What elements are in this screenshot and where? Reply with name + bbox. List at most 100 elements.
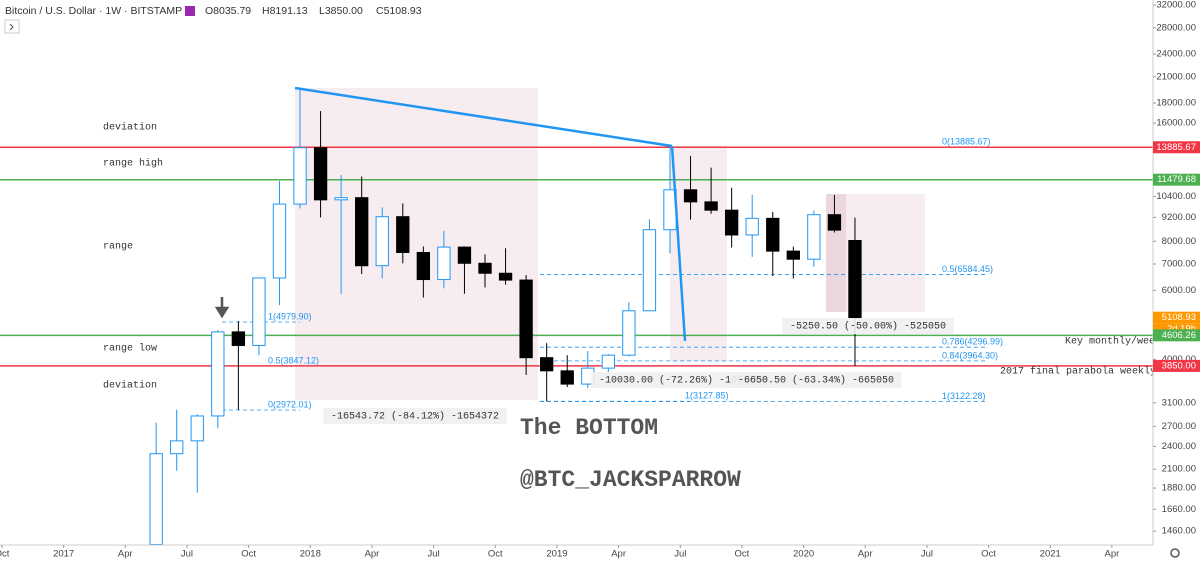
- candle-body: [807, 214, 821, 260]
- candle-body: [560, 370, 574, 385]
- drawings: [214, 86, 687, 342]
- measure-box: [323, 408, 507, 424]
- x-tick-label: Jul: [428, 549, 440, 560]
- candle-body: [293, 147, 307, 205]
- y-tick-label: 1660.00: [1162, 504, 1196, 515]
- candle-body: [498, 272, 513, 281]
- collapse-icon: [9, 23, 14, 31]
- candle-body: [416, 251, 431, 281]
- x-tick-label: Oct: [241, 549, 256, 560]
- y-tick-label: 2400.00: [1162, 441, 1196, 452]
- candle-body: [396, 216, 410, 253]
- headline: @BTC_JACKSPARROW: [520, 467, 741, 493]
- y-tick-label: 2700.00: [1162, 421, 1196, 432]
- price-label: 5108.93: [1162, 312, 1196, 323]
- x-tick-label: Jul: [921, 549, 933, 560]
- fib-label: 0(13885.67): [942, 137, 991, 147]
- candle-body: [211, 331, 225, 417]
- measure-box: [591, 372, 775, 388]
- candle-body: [190, 415, 204, 442]
- annotation: -16543.72 (-84.12%) -1654372: [331, 411, 499, 423]
- candle-body: [724, 209, 739, 236]
- x-tick-label: Oct: [0, 549, 10, 560]
- fib-label: 0(2972.01): [268, 399, 312, 409]
- trend-line: [670, 145, 687, 342]
- y-tick-label: 3100.00: [1162, 397, 1196, 408]
- annotation: range high: [103, 158, 163, 170]
- price-label: 3850.00: [1162, 360, 1196, 371]
- x-tick-label: Jul: [674, 549, 686, 560]
- y-tick-label: 28000.00: [1156, 22, 1196, 33]
- fib-label: 0.5(3847.12): [268, 355, 319, 365]
- y-tick-label: 32000.00: [1156, 0, 1196, 11]
- candle-body: [375, 216, 389, 267]
- candle-body: [478, 262, 492, 274]
- candle-body: [355, 197, 369, 267]
- indicator-icon: [185, 6, 195, 16]
- fib-label: 0.84(3964.30): [942, 350, 998, 360]
- x-tick-label: Apr: [365, 549, 380, 560]
- y-tick-label: 18000.00: [1156, 98, 1196, 109]
- y-tick-label: 7000.00: [1162, 259, 1196, 270]
- price-label: 13885.67: [1156, 142, 1196, 153]
- candle-body: [519, 279, 533, 359]
- price-label: 11479.68: [1157, 174, 1196, 185]
- countdown-bg: [1153, 323, 1200, 335]
- candle-body: [827, 214, 842, 231]
- headline: The BOTTOM: [520, 415, 658, 441]
- candle-body: [622, 310, 636, 356]
- x-tick-label: Oct: [981, 549, 996, 560]
- annotation: deviation: [103, 380, 157, 392]
- y-tick-label: 9200.00: [1162, 212, 1196, 223]
- candle-body: [457, 246, 472, 264]
- countdown: 2d 19h: [1167, 324, 1196, 335]
- candle-body: [313, 147, 328, 201]
- y-tick-label: 6000.00: [1162, 285, 1196, 296]
- trend-line: [294, 86, 673, 148]
- x-tick-label: 2020: [793, 549, 814, 560]
- candle-body: [252, 277, 266, 346]
- x-tick-label: 2018: [300, 549, 321, 560]
- settings-button[interactable]: [1170, 548, 1180, 558]
- ohlc-value: C5108.93: [376, 5, 422, 17]
- time-axis: [0, 545, 1153, 562]
- candle-body: [149, 453, 163, 545]
- candle-body: [170, 440, 184, 455]
- y-tick-label: 10400.00: [1156, 191, 1196, 202]
- y-tick-label: 16000.00: [1156, 118, 1196, 129]
- annotation: range: [103, 242, 133, 253]
- fib-label: 0.786(4296.99): [942, 337, 1003, 347]
- range-box: [295, 88, 538, 400]
- y-tick-label: 24000.00: [1156, 49, 1196, 60]
- annotation: Key monthly/weekly: [1065, 336, 1173, 348]
- annotation: -10030.00 (-72.26%) -1003000: [599, 375, 767, 387]
- price-label-bg: [1153, 359, 1200, 372]
- y-tick-label: 1880.00: [1162, 483, 1196, 494]
- arrow: [214, 297, 230, 319]
- ohlc-value: L3850.00: [319, 5, 363, 17]
- candle-body: [601, 354, 615, 369]
- x-tick-label: Oct: [735, 549, 750, 560]
- fib-label: 0.5(6584.45): [942, 264, 993, 274]
- x-tick-label: Apr: [611, 549, 626, 560]
- measure-box: [782, 318, 954, 334]
- annotation: range low: [103, 343, 157, 355]
- candle-body: [437, 246, 451, 281]
- annotation: deviation: [103, 122, 157, 134]
- annotation: 2017 final parabola weekly OB EQ: [1000, 366, 1192, 378]
- price-axis: [1153, 0, 1200, 562]
- candle-body: [704, 201, 718, 211]
- annotation: -5250.50 (-50.00%) -525050: [790, 321, 946, 333]
- x-tick-label: Oct: [488, 549, 503, 560]
- chart-title: Bitcoin / U.S. Dollar · 1W · BITSTAMP: [5, 5, 182, 17]
- candle-body: [848, 239, 862, 319]
- candle-body: [786, 250, 800, 260]
- candle-body: [683, 189, 698, 203]
- price-label-bg: [1153, 141, 1200, 154]
- candle-body: [642, 229, 657, 312]
- y-tick-label: 8000.00: [1162, 236, 1196, 247]
- candle-body: [334, 197, 348, 201]
- measure-box: [730, 372, 902, 388]
- y-tick-label: 2100.00: [1162, 464, 1196, 475]
